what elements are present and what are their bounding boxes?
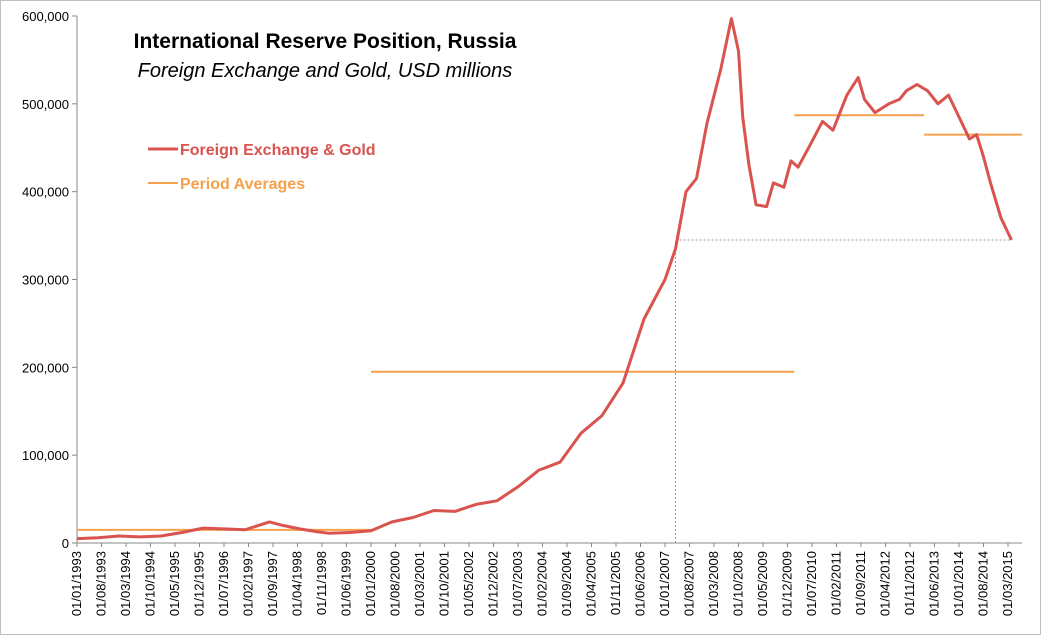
- x-tick-label: 01/04/1998: [290, 551, 305, 616]
- x-tick-label: 01/06/1999: [339, 551, 354, 616]
- y-tick-label: 400,000: [22, 185, 69, 200]
- x-tick-label: 01/12/1995: [192, 551, 207, 616]
- x-tick-label: 01/03/2008: [706, 551, 721, 616]
- x-tick-label: 01/06/2013: [927, 551, 942, 616]
- series: [76, 17, 1013, 541]
- chart-subtitle: Foreign Exchange and Gold, USD millions: [138, 60, 513, 82]
- y-tick-label: 200,000: [22, 360, 69, 375]
- x-tick-label: 01/11/2005: [608, 551, 623, 615]
- y-tick-label: 100,000: [22, 448, 69, 463]
- x-tick-label: 01/09/1997: [265, 551, 280, 616]
- x-tick-label: 01/12/2002: [486, 551, 501, 616]
- x-tick-label: 01/07/2010: [804, 551, 819, 616]
- y-tick-label: 0: [62, 536, 69, 551]
- x-tick-label: 01/03/1994: [118, 551, 133, 616]
- series-line: [76, 17, 1013, 541]
- x-tick-label: 01/09/2011: [853, 551, 868, 615]
- x-tick-label: 01/11/2012: [902, 551, 917, 615]
- x-tick-label: 01/02/2004: [535, 551, 550, 616]
- x-tick-label: 01/05/1995: [167, 551, 182, 616]
- x-tick-label: 01/05/2009: [755, 551, 770, 616]
- x-tick-label: 01/01/2000: [363, 551, 378, 616]
- y-tick-label: 500,000: [22, 97, 69, 112]
- y-tick-label: 600,000: [22, 9, 69, 24]
- legend: Foreign Exchange & Gold Period Averages: [148, 142, 376, 193]
- x-tick-label: 01/07/2003: [510, 551, 525, 616]
- x-tick-label: 01/12/2009: [780, 551, 795, 616]
- x-tick-label: 01/07/1996: [216, 551, 231, 616]
- x-tick-label: 01/10/1994: [143, 551, 158, 616]
- x-tick-label: 01/08/2014: [976, 551, 991, 616]
- x-tick-label: 01/09/2004: [559, 551, 574, 616]
- x-tick-label: 01/03/2015: [1000, 551, 1015, 616]
- x-tick-label: 01/01/1993: [69, 551, 84, 616]
- x-tick-label: 01/03/2001: [412, 551, 427, 616]
- x-tick-label: 01/01/2007: [657, 551, 672, 616]
- x-tick-label: 01/10/2001: [437, 551, 452, 616]
- y-tick-label: 300,000: [22, 273, 69, 288]
- x-tick-label: 01/11/1998: [314, 551, 329, 615]
- x-tick-label: 01/05/2002: [461, 551, 476, 616]
- x-tick-label: 01/08/2007: [682, 551, 697, 616]
- legend-label-averages: Period Averages: [180, 176, 305, 193]
- x-tick-label: 01/06/2006: [633, 551, 648, 616]
- axes: 0 100,000 200,000 300,000 400,000 500,000 600,…: [22, 9, 1022, 616]
- x-tick-label: 01/08/2000: [388, 551, 403, 616]
- chart-title: International Reserve Position, Russia: [134, 30, 517, 53]
- x-tick-label: 01/02/2011: [829, 551, 844, 615]
- x-tick-label: 01/04/2005: [584, 551, 599, 616]
- x-tick-label: 01/04/2012: [878, 551, 893, 616]
- x-tick-label: 01/02/1997: [241, 551, 256, 616]
- reference-lines: [675, 239, 1012, 543]
- x-tick-label: 01/08/1993: [94, 551, 109, 616]
- x-tick-label: 01/10/2008: [731, 551, 746, 616]
- legend-label-series: Foreign Exchange & Gold: [180, 142, 376, 159]
- x-tick-label: 01/01/2014: [951, 551, 966, 616]
